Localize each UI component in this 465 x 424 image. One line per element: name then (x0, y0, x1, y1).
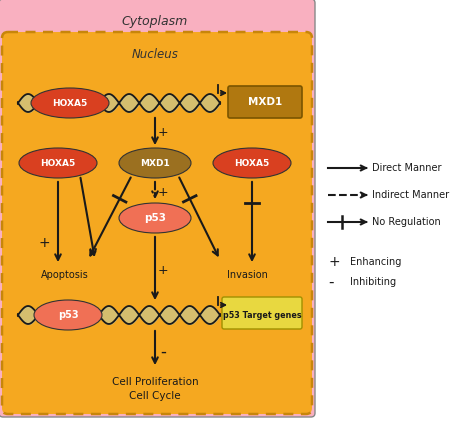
Text: -: - (160, 343, 166, 361)
Text: p53: p53 (144, 213, 166, 223)
Text: -: - (328, 274, 333, 290)
Ellipse shape (19, 148, 97, 178)
Text: Cell Cycle: Cell Cycle (129, 391, 181, 401)
Text: p53 Target genes: p53 Target genes (223, 310, 301, 320)
Ellipse shape (31, 88, 109, 118)
FancyBboxPatch shape (0, 0, 315, 417)
Text: +: + (158, 187, 168, 200)
Ellipse shape (213, 148, 291, 178)
Text: Direct Manner: Direct Manner (372, 163, 441, 173)
Text: Inhibiting: Inhibiting (350, 277, 396, 287)
Text: +: + (158, 126, 168, 139)
Ellipse shape (34, 300, 102, 330)
Text: HOXA5: HOXA5 (234, 159, 270, 167)
Text: +: + (38, 236, 50, 250)
Ellipse shape (119, 148, 191, 178)
Text: Cytoplasm: Cytoplasm (122, 16, 188, 28)
FancyBboxPatch shape (222, 297, 302, 329)
Text: Nucleus: Nucleus (132, 48, 179, 61)
Text: +: + (328, 255, 339, 269)
Ellipse shape (119, 203, 191, 233)
FancyBboxPatch shape (228, 86, 302, 118)
Text: Indirect Manner: Indirect Manner (372, 190, 449, 200)
Text: Invasion: Invasion (226, 270, 267, 280)
Text: Apoptosis: Apoptosis (41, 270, 89, 280)
Text: MXD1: MXD1 (248, 97, 282, 107)
Text: +: + (158, 263, 168, 276)
FancyBboxPatch shape (2, 32, 312, 414)
Text: HOXA5: HOXA5 (53, 98, 87, 108)
Text: No Regulation: No Regulation (372, 217, 441, 227)
Text: p53: p53 (58, 310, 78, 320)
Text: Cell Proliferation: Cell Proliferation (112, 377, 198, 387)
Text: MXD1: MXD1 (140, 159, 170, 167)
Text: Enhancing: Enhancing (350, 257, 401, 267)
Text: HOXA5: HOXA5 (40, 159, 76, 167)
